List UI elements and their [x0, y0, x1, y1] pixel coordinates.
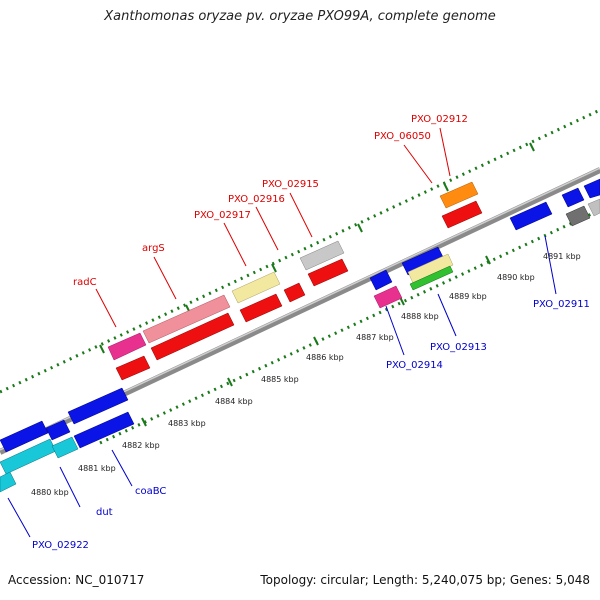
gene-label-PXO_02913[interactable]: PXO_02913: [430, 342, 487, 353]
gene-forward-3[interactable]: [239, 293, 283, 323]
reverse-leader-lines: [7, 235, 557, 538]
scale-label: 4883 kbp: [168, 419, 206, 428]
gene-reverse-4[interactable]: [369, 269, 393, 291]
gene-PXO_02917[interactable]: [231, 271, 281, 304]
gene-reverse-6[interactable]: [509, 201, 553, 231]
gene-PXO_02916[interactable]: [283, 282, 306, 303]
map-title: Xanthomonas oryzae pv. oryzae PXO99A, co…: [104, 9, 496, 24]
reverse-gene-labels: PXO_02914 PXO_02913 PXO_02911 coaBC dut …: [32, 299, 590, 551]
gene-forward-1[interactable]: [115, 355, 151, 381]
gene-PXO_02912[interactable]: [441, 200, 483, 229]
gene-coaBC[interactable]: [73, 411, 135, 449]
gene-reverse-7[interactable]: [561, 187, 585, 208]
gene-dut[interactable]: [51, 436, 79, 459]
gene-PXO_02915[interactable]: [299, 240, 345, 271]
gene-PXO_02913[interactable]: [409, 265, 454, 291]
gene-argS[interactable]: [142, 294, 231, 344]
scale-labels: 4880 kbp 4881 kbp 4882 kbp 4883 kbp 4884…: [31, 252, 581, 497]
gene-label-PXO_02915[interactable]: PXO_02915: [262, 179, 319, 190]
gene-label-PXO_02911[interactable]: PXO_02911: [533, 299, 590, 310]
gene-PXO_06050[interactable]: [439, 181, 479, 209]
lower-dotted-track: [99, 208, 600, 445]
gene-label-PXO_02914[interactable]: PXO_02914: [386, 360, 443, 371]
gene-label-dut[interactable]: dut: [96, 507, 113, 518]
scale-label: 4881 kbp: [78, 464, 116, 473]
gene-label-radC[interactable]: radC: [73, 277, 97, 288]
lower-major-ticks: [141, 215, 577, 427]
upper-dotted-track: [0, 108, 600, 394]
scale-label: 4889 kbp: [449, 292, 487, 301]
gene-gray-1[interactable]: [565, 205, 591, 227]
forward-gene-labels: radC argS PXO_02917 PXO_02916 PXO_02915 …: [73, 114, 468, 288]
scale-label: 4888 kbp: [401, 312, 439, 321]
gene-gray-2[interactable]: [587, 198, 600, 217]
upper-major-ticks: [99, 142, 535, 354]
genome-summary-text: Topology: circular; Length: 5,240,075 bp…: [260, 573, 590, 587]
accession-text: Accession: NC_010717: [8, 573, 145, 587]
scale-label: 4886 kbp: [306, 353, 344, 362]
gene-label-coaBC[interactable]: coaBC: [135, 486, 166, 497]
gene-label-PXO_02917[interactable]: PXO_02917: [194, 210, 251, 221]
gene-reverse-8[interactable]: [583, 178, 600, 199]
scale-label: 4880 kbp: [31, 488, 69, 497]
gene-radC[interactable]: [107, 332, 147, 361]
gene-label-PXO_06050[interactable]: PXO_06050: [374, 131, 431, 142]
gene-label-PXO_02912[interactable]: PXO_02912: [411, 114, 468, 125]
scale-label: 4884 kbp: [215, 397, 253, 406]
gene-label-PXO_02922[interactable]: PXO_02922: [32, 540, 89, 551]
scale-label: 4885 kbp: [261, 375, 299, 384]
forward-leader-lines: [95, 127, 451, 328]
scale-label: 4882 kbp: [122, 441, 160, 450]
scale-label: 4887 kbp: [356, 333, 394, 342]
gene-forward-2[interactable]: [150, 312, 235, 361]
gene-reverse-1[interactable]: [0, 420, 49, 453]
gene-reverse-3[interactable]: [67, 387, 129, 425]
gene-forward-5[interactable]: [307, 258, 349, 287]
scale-label: 4891 kbp: [543, 252, 581, 261]
gene-label-argS[interactable]: argS: [142, 243, 165, 254]
scale-label: 4890 kbp: [497, 273, 535, 282]
gene-label-PXO_02916[interactable]: PXO_02916: [228, 194, 285, 205]
gene-PXO_02914[interactable]: [373, 285, 403, 309]
gene-reverse-2[interactable]: [45, 419, 71, 441]
gene-PXO_02913-yellow[interactable]: [407, 253, 454, 284]
gene-PXO_02922[interactable]: [0, 471, 17, 493]
